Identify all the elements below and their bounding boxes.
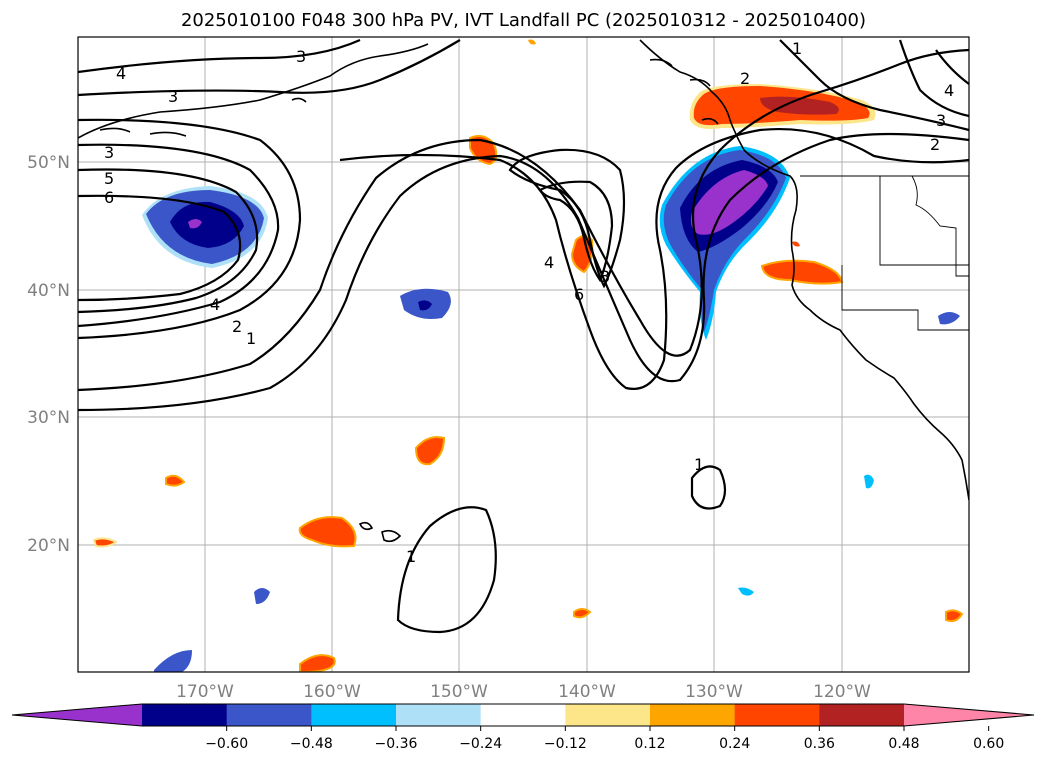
latitude-labels: 50°N 40°N 30°N 20°N: [27, 153, 70, 556]
negative-anomaly-small: [154, 288, 960, 672]
lat-label: 30°N: [27, 408, 70, 428]
colorbar-tick-label: 0.48: [888, 736, 919, 752]
lon-label: 120°W: [813, 682, 871, 702]
colorbar-segment: [565, 704, 651, 726]
lat-label: 50°N: [27, 153, 70, 173]
map-frame: [77, 36, 970, 673]
contour-label: 3: [296, 47, 306, 66]
lat-label: 20°N: [27, 536, 70, 556]
colorbar-tick-label: −0.36: [375, 736, 418, 752]
colorbar-segment: [142, 704, 228, 726]
contour-label: 3: [168, 87, 178, 106]
colorbar-tick-label: −0.24: [459, 736, 502, 752]
lon-label: 150°W: [430, 682, 488, 702]
political-borders: [800, 175, 969, 331]
longitude-labels: 170°W 160°W 150°W 140°W 130°W 120°W: [176, 682, 871, 702]
colorbar-segment: [396, 704, 482, 726]
contour-label: 4: [210, 295, 220, 314]
contour-label: 2: [930, 135, 940, 154]
contour-label: 5: [104, 169, 114, 188]
coastlines: [78, 39, 969, 543]
colorbar-extend-high: [904, 704, 1034, 726]
colorbar-outline: [11, 703, 1035, 727]
colorbar-tick-label: 0.24: [719, 736, 750, 752]
contour-label: 6: [104, 188, 114, 207]
colorbar-segment: [734, 704, 820, 726]
colorbar-tick-label: 0.60: [973, 736, 1004, 752]
lon-label: 130°W: [685, 682, 743, 702]
colorbar-tick-label: 0.12: [634, 736, 665, 752]
contour-label: 4: [544, 253, 554, 272]
lon-label: 140°W: [558, 682, 616, 702]
colorbar-segment: [311, 704, 397, 726]
contour-label: 1: [406, 547, 416, 566]
contour-label: 3: [600, 267, 610, 286]
lon-label: 160°W: [303, 682, 361, 702]
contour-label: 2: [232, 317, 242, 336]
positive-anomaly-spots: [92, 39, 964, 672]
negative-anomaly-west: [142, 186, 268, 268]
lat-label: 40°N: [27, 281, 70, 301]
contour-label: 1: [694, 455, 704, 474]
contour-label: 1: [246, 329, 256, 348]
colorbar-segment: [650, 704, 736, 726]
contour-label: 4: [944, 81, 954, 100]
contour-label: 1: [792, 39, 802, 58]
colorbar-segment: [819, 704, 905, 726]
colorbar: −0.60 −0.48 −0.36 −0.24 −0.12 0.12 0.24 0.36 0.4…: [11, 703, 1035, 752]
contour-label: 3: [936, 111, 946, 130]
contour-label: 2: [740, 69, 750, 88]
colorbar-tick-label: −0.12: [544, 736, 587, 752]
colorbar-segment: [480, 704, 566, 726]
contour-labels: 3 4 3 3 5 6 4 2 1 4 6 3 1 2 4 3 2 1 1: [104, 39, 954, 566]
contour-label: 3: [104, 143, 114, 162]
map-area: [78, 37, 969, 672]
contour-label: 6: [574, 285, 584, 304]
colorbar-segment: [226, 704, 312, 726]
colorbar-tick-label: 0.36: [804, 736, 835, 752]
contour-label: 4: [116, 64, 126, 83]
lon-label: 170°W: [176, 682, 234, 702]
colorbar-extend-low: [12, 704, 142, 726]
pv-contours: [78, 38, 969, 634]
map-title: 2025010100 F048 300 hPa PV, IVT Landfall…: [180, 10, 867, 31]
colorbar-tick-label: −0.48: [290, 736, 333, 752]
colorbar-tick-label: −0.60: [205, 736, 248, 752]
